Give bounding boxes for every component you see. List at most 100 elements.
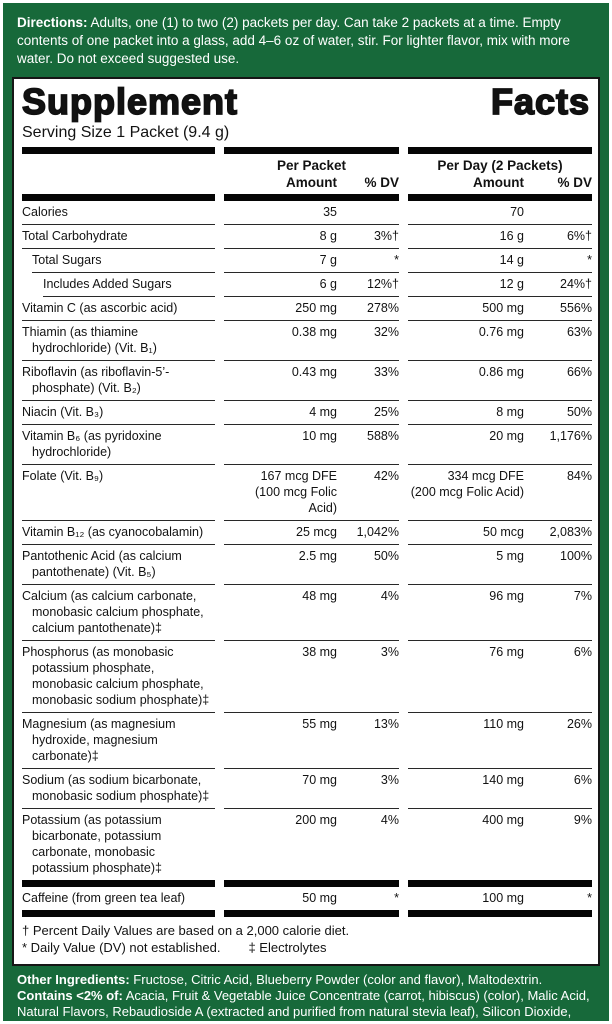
- packet-amount: 10 mg: [224, 425, 337, 465]
- packet-dv: 4%: [380, 813, 399, 827]
- table-row: Folate (Vit. B₉) 167 mcg DFE (100 mcg Fol…: [22, 465, 592, 521]
- packet-dv: 42%: [337, 465, 399, 521]
- day-amount: 20 mg: [408, 425, 524, 465]
- table-row: Caffeine (from green tea leaf) 50 mg * 100 …: [22, 880, 592, 917]
- packet-amount: 2.5 mg: [224, 545, 337, 585]
- table-row: Total Carbohydrate 8 g 3%† 16 g 6%†: [22, 225, 592, 249]
- per-day-title: Per Day (2 Packets): [437, 158, 563, 173]
- column-gap: [399, 809, 408, 880]
- packet-dv: 13%: [337, 713, 399, 769]
- row-label: Thiamin (as thiamine hydrochloride) (Vit…: [22, 321, 215, 361]
- panel-title-word-supplement: Supplement: [21, 81, 239, 123]
- day-dv: 556%: [524, 297, 592, 321]
- day-amount: 110 mg: [408, 713, 524, 769]
- row-label: Vitamin B₁₂ (as cyanocobalamin): [22, 521, 215, 545]
- day-dv: 9%: [573, 813, 592, 827]
- day-dv: 6%: [524, 769, 592, 809]
- row-label: Calories: [22, 201, 215, 225]
- packet-dv: 4%: [337, 585, 399, 641]
- column-gap: [215, 521, 224, 545]
- per-packet-dv-header: % DV: [364, 175, 399, 190]
- table-row: Thiamin (as thiamine hydrochloride) (Vit…: [22, 321, 592, 361]
- packet-amount: 70 mg: [224, 769, 337, 809]
- table-row: Magnesium (as magnesium hydroxide, magne…: [22, 713, 592, 769]
- column-gap: [399, 521, 408, 545]
- day-amount: 16 g: [408, 225, 524, 249]
- day-amount: 76 mg: [408, 641, 524, 713]
- day-amount: 12 g: [408, 273, 524, 297]
- day-amount: 14 g: [408, 249, 524, 273]
- column-gap: [215, 361, 224, 401]
- column-gap: [399, 225, 408, 249]
- row-label: Vitamin B₆ (as pyridoxine hydrochloride): [22, 425, 215, 465]
- day-dv: 84%: [524, 465, 592, 521]
- column-gap: [215, 809, 224, 880]
- column-gap: [215, 401, 224, 425]
- packet-amount: 35: [224, 201, 337, 225]
- packet-amount: 0.43 mg: [224, 361, 337, 401]
- table-row: Pantothenic Acid (as calcium pantothenat…: [22, 545, 592, 585]
- day-amount: 140 mg: [408, 769, 524, 809]
- column-header-per-day: Per Day (2 Packets) Amount % DV: [408, 147, 592, 201]
- day-dv: 66%: [524, 361, 592, 401]
- day-dv: 6%: [524, 641, 592, 713]
- packet-dv: 1,042%: [337, 521, 399, 545]
- table-row: Calcium (as calcium carbonate, monobasic…: [22, 585, 592, 641]
- day-amount: 70: [408, 201, 524, 225]
- packet-dv: [337, 201, 399, 225]
- day-dv: 2,083%: [524, 521, 592, 545]
- day-amount: 500 mg: [408, 297, 524, 321]
- table-row: Sodium (as sodium bicarbonate, monobasic…: [22, 769, 592, 809]
- day-amount: 50 mcg: [408, 521, 524, 545]
- footnote-dv: * Daily Value (DV) not established.: [22, 940, 221, 955]
- table-row: Includes Added Sugars 6 g 12%† 12 g 24%†: [22, 273, 592, 297]
- day-dv: 1,176%: [524, 425, 592, 465]
- column-gap: [399, 201, 408, 225]
- day-amount: 100 mg: [408, 880, 524, 917]
- day-amount: 0.86 mg: [408, 361, 524, 401]
- packet-amount: 48 mg: [224, 585, 337, 641]
- column-gap: [215, 225, 224, 249]
- facts-table-header: Per Packet Amount % DV Per Day (2 Packet…: [22, 147, 592, 201]
- packet-dv: 278%: [337, 297, 399, 321]
- column-gap: [399, 641, 408, 713]
- day-dv: 50%: [524, 401, 592, 425]
- per-day-amount-header: Amount: [473, 175, 524, 190]
- column-gap: [399, 401, 408, 425]
- packet-amount: 4 mg: [224, 401, 337, 425]
- day-amount: 400 mg: [482, 813, 524, 827]
- packet-dv: 3%: [337, 769, 399, 809]
- day-amount: 0.76 mg: [408, 321, 524, 361]
- column-gap: [399, 321, 408, 361]
- row-label: Phosphorus (as monobasic potassium phosp…: [22, 641, 215, 713]
- row-label: Includes Added Sugars: [43, 273, 215, 297]
- day-amount: 96 mg: [408, 585, 524, 641]
- packet-dv: 12%†: [337, 273, 399, 297]
- table-row: Phosphorus (as monobasic potassium phosp…: [22, 641, 592, 713]
- column-header-per-packet: Per Packet Amount % DV: [224, 147, 399, 201]
- packet-amount: 6 g: [224, 273, 337, 297]
- table-row: Niacin (Vit. B₃) 4 mg 25% 8 mg 50%: [22, 401, 592, 425]
- column-gap: [215, 880, 224, 917]
- footnote-electrolytes: ‡ Electrolytes: [248, 940, 327, 955]
- packet-dv: 3%: [337, 641, 399, 713]
- row-label: Caffeine (from green tea leaf): [22, 880, 215, 917]
- column-gap: [215, 545, 224, 585]
- packet-amount: 0.38 mg: [224, 321, 337, 361]
- row-label: Pantothenic Acid (as calcium pantothenat…: [22, 545, 215, 585]
- packet-dv: 588%: [337, 425, 399, 465]
- packet-amount: 8 g: [224, 225, 337, 249]
- packet-dv: 25%: [337, 401, 399, 425]
- other-ingredients-section: Other Ingredients: Fructose, Citric Acid…: [17, 972, 595, 1021]
- column-gap: [215, 641, 224, 713]
- panel-title-word-facts: Facts: [490, 81, 590, 123]
- day-amount: 5 mg: [408, 545, 524, 585]
- column-gap: [215, 769, 224, 809]
- day-amount: 334 mcg DFE (200 mcg Folic Acid): [408, 465, 524, 521]
- column-gap: [215, 585, 224, 641]
- row-label: Vitamin C (as ascorbic acid): [22, 297, 215, 321]
- footnotes: † Percent Daily Values are based on a 2,…: [22, 922, 590, 956]
- day-dv: *: [524, 249, 592, 273]
- row-label: Total Sugars: [32, 249, 215, 273]
